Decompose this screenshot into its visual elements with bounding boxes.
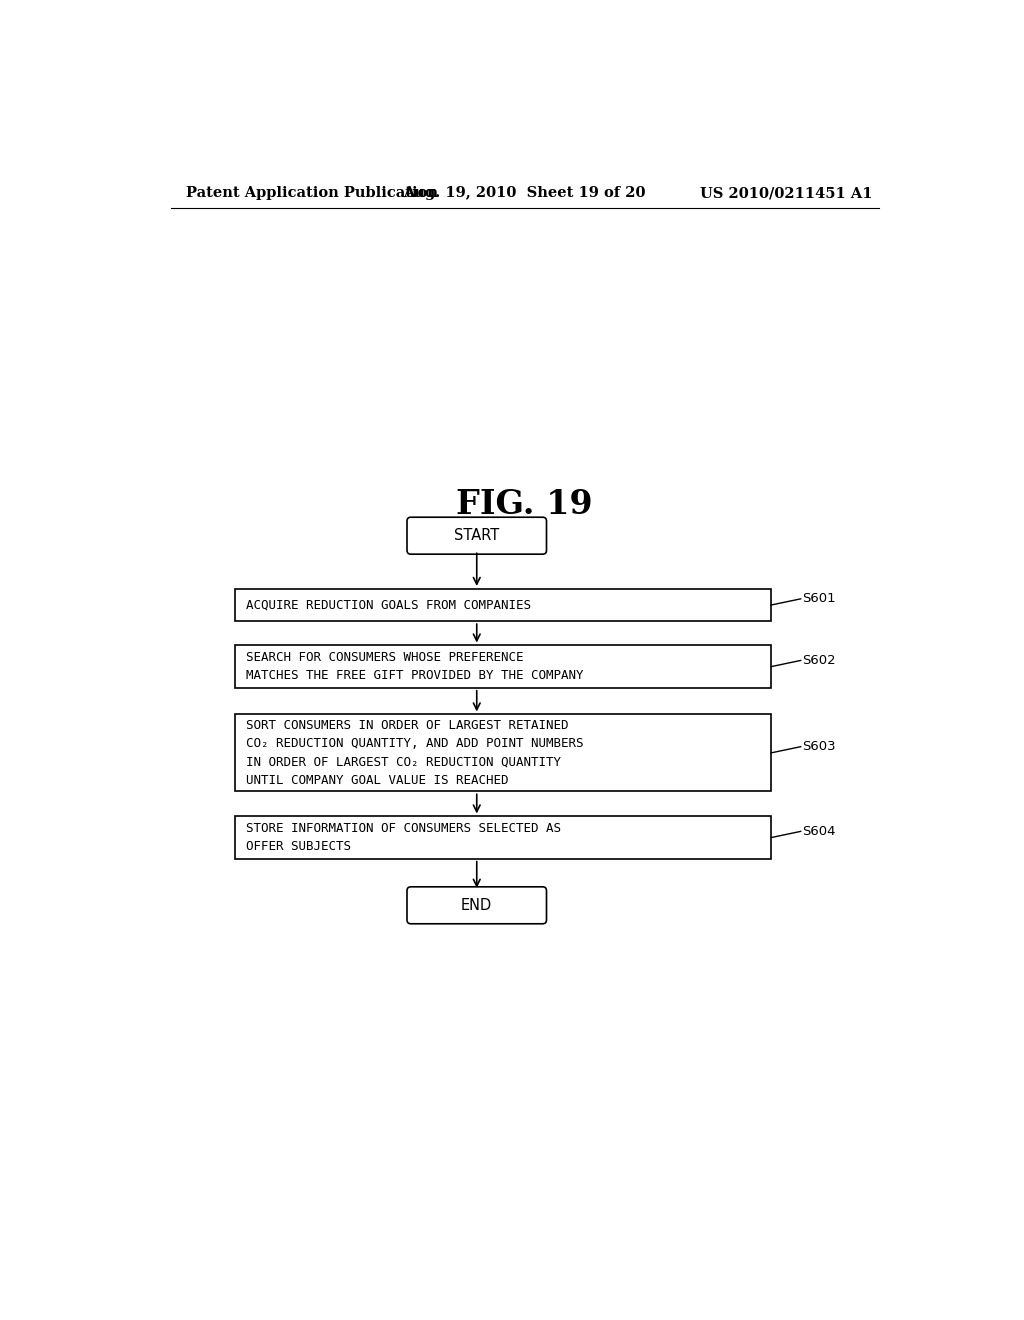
Bar [234, 816, 771, 859]
Text: US 2010/0211451 A1: US 2010/0211451 A1 [699, 186, 872, 201]
Text: S604: S604 [802, 825, 836, 838]
Text: SORT CONSUMERS IN ORDER OF LARGEST RETAINED: SORT CONSUMERS IN ORDER OF LARGEST RETAI… [246, 718, 568, 731]
Text: SEARCH FOR CONSUMERS WHOSE PREFERENCE: SEARCH FOR CONSUMERS WHOSE PREFERENCE [246, 651, 523, 664]
Text: OFFER SUBJECTS: OFFER SUBJECTS [246, 841, 351, 853]
Text: UNTIL COMPANY GOAL VALUE IS REACHED: UNTIL COMPANY GOAL VALUE IS REACHED [246, 774, 508, 787]
Text: ACQUIRE REDUCTION GOALS FROM COMPANIES: ACQUIRE REDUCTION GOALS FROM COMPANIES [246, 598, 530, 611]
Bar [234, 714, 771, 792]
Text: CO₂ REDUCTION QUANTITY, AND ADD POINT NUMBERS: CO₂ REDUCTION QUANTITY, AND ADD POINT NU… [246, 737, 584, 750]
Text: S603: S603 [802, 741, 836, 754]
Text: Aug. 19, 2010  Sheet 19 of 20: Aug. 19, 2010 Sheet 19 of 20 [403, 186, 646, 201]
Text: IN ORDER OF LARGEST CO₂ REDUCTION QUANTITY: IN ORDER OF LARGEST CO₂ REDUCTION QUANTI… [246, 755, 561, 768]
Bar [234, 645, 771, 688]
Text: S601: S601 [802, 593, 836, 606]
Text: STORE INFORMATION OF CONSUMERS SELECTED AS: STORE INFORMATION OF CONSUMERS SELECTED … [246, 822, 561, 834]
Bar [234, 589, 771, 622]
Text: END: END [461, 898, 493, 913]
Text: START: START [454, 528, 500, 544]
FancyBboxPatch shape [407, 517, 547, 554]
Text: MATCHES THE FREE GIFT PROVIDED BY THE COMPANY: MATCHES THE FREE GIFT PROVIDED BY THE CO… [246, 669, 584, 682]
Text: Patent Application Publication: Patent Application Publication [186, 186, 438, 201]
FancyBboxPatch shape [407, 887, 547, 924]
Text: FIG. 19: FIG. 19 [457, 488, 593, 521]
Text: S602: S602 [802, 653, 836, 667]
